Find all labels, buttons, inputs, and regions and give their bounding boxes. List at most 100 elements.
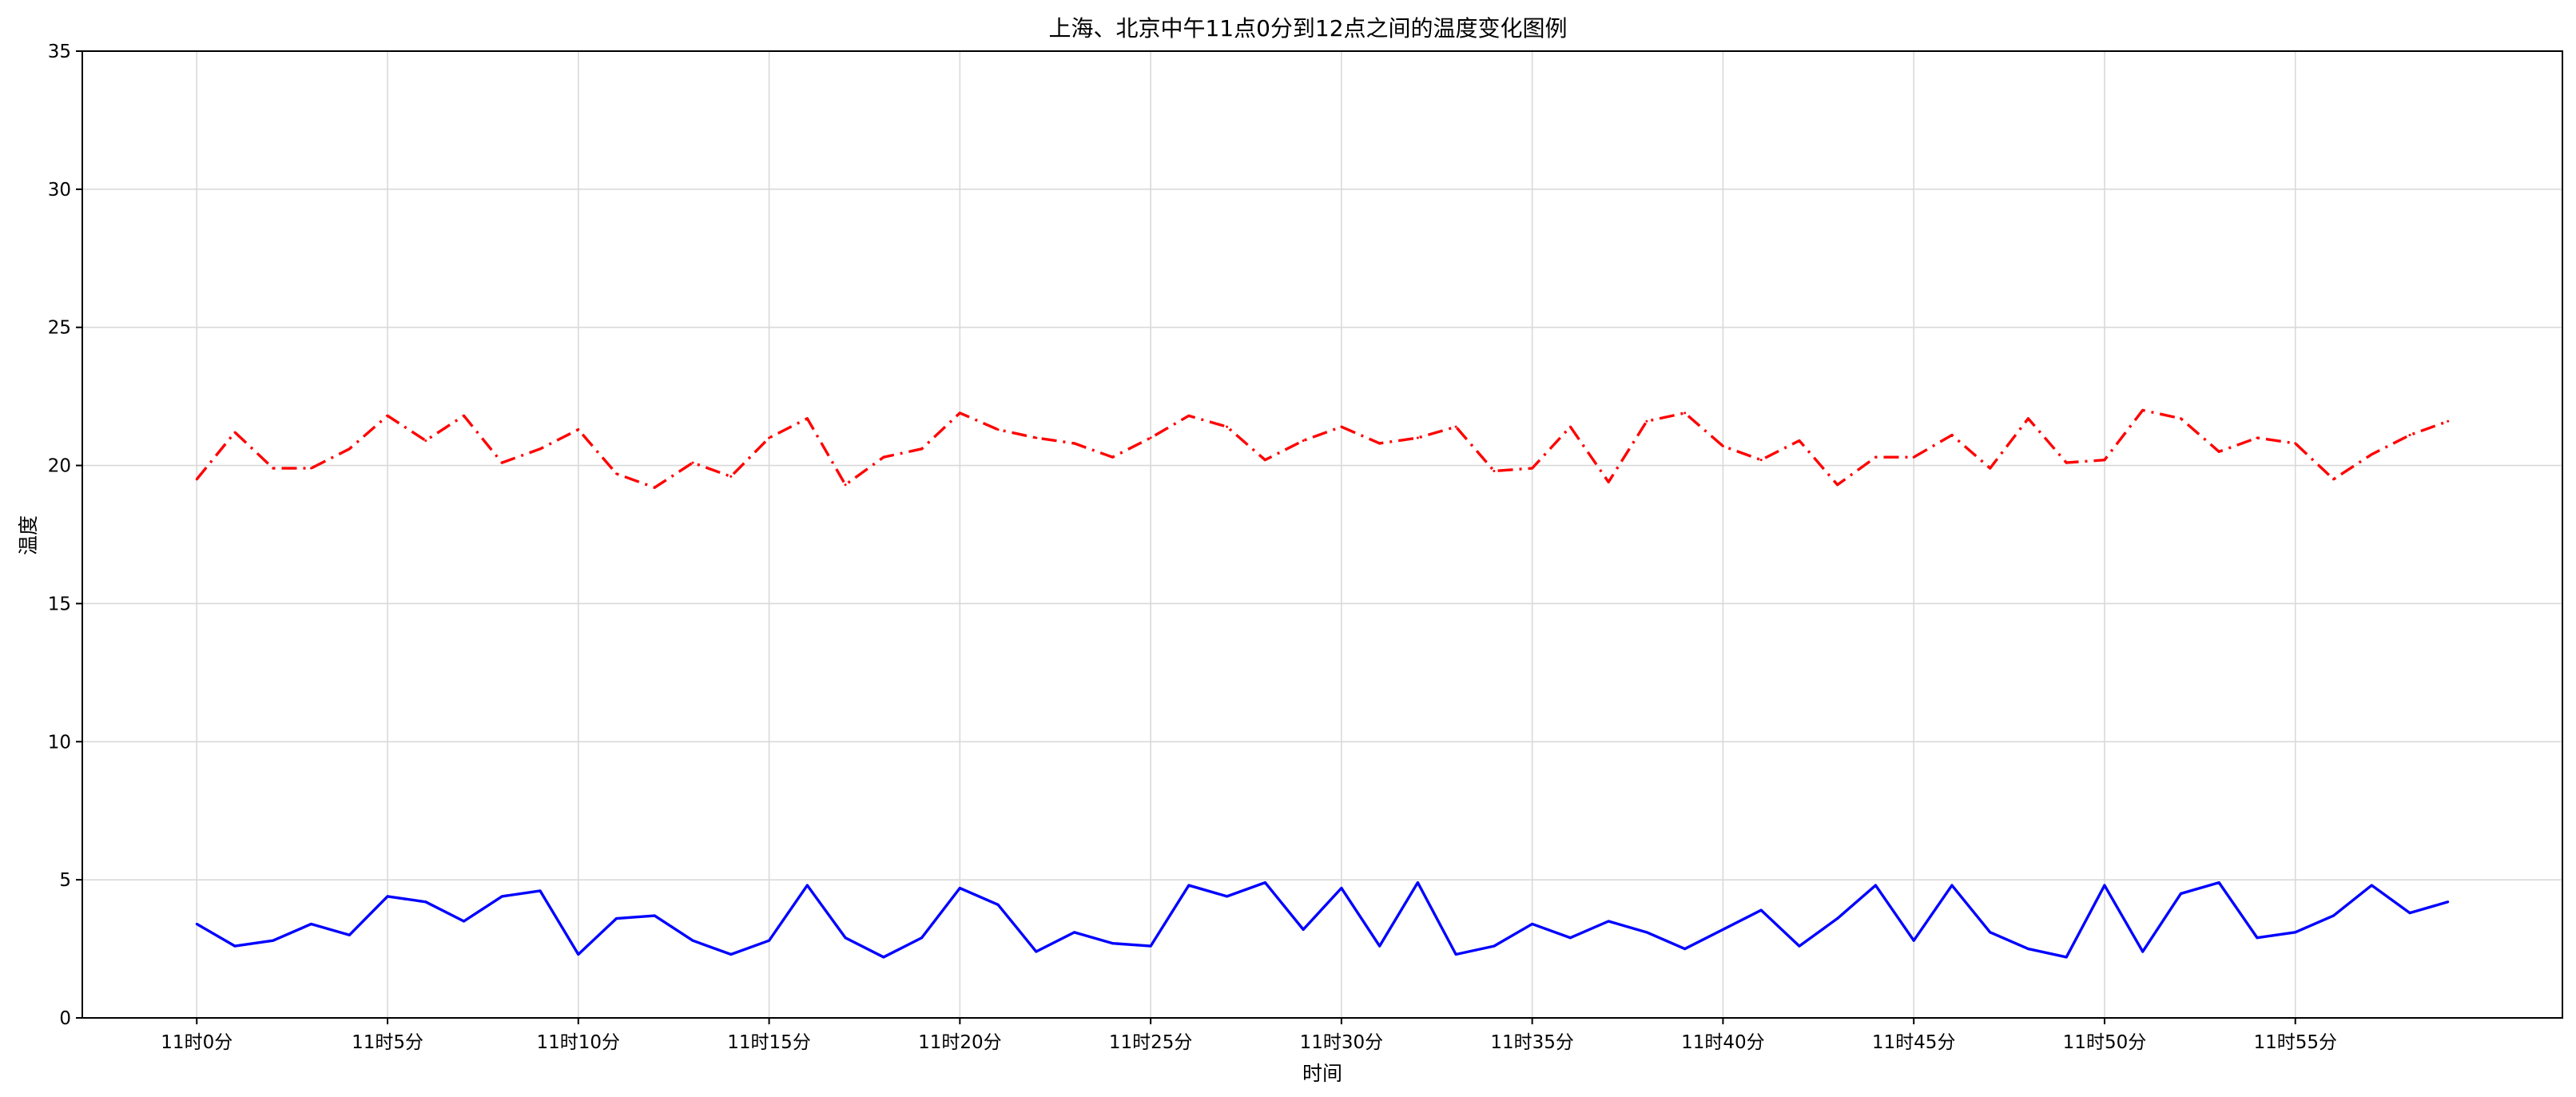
data-point [1645,419,1648,423]
x-tick-label: 11时15分 [727,1032,811,1053]
data-point [882,956,885,959]
data-point [691,461,694,464]
data-point [2370,884,2373,887]
plot-frame [81,50,2563,1019]
data-point [577,952,580,956]
data-point [1035,436,1038,439]
data-point [424,439,427,442]
data-point [1226,425,1229,428]
axis-ticks: 0 5 10 15 20 25 30 35 11时0分 11时5分 11时10分 11时15分 11时2… [48,42,2337,1053]
data-point [1073,931,1076,934]
chart-title: 上海、北京中午11点0分到12点之间的温度变化图例 [1048,15,1567,42]
data-point [2217,881,2220,884]
y-tick-label: 15 [48,594,71,614]
data-point [1493,944,1496,948]
data-point [2370,453,2373,456]
data-point [1531,467,1534,470]
data-point [1035,950,1038,953]
data-point [348,933,351,936]
data-point [2026,417,2029,420]
data-point [1149,436,1152,439]
series-lines [195,408,2450,959]
data-point [1454,952,1457,956]
x-tick-label: 11时45分 [1872,1032,1956,1053]
data-point [310,467,313,470]
data-point [653,914,656,917]
data-point [2065,956,2068,959]
data-point [2065,461,2068,464]
data-point [2179,417,2182,420]
data-point [1302,439,1305,442]
data-point [958,887,961,890]
data-point [1989,931,1992,934]
data-point [2294,931,2297,934]
x-tick-label: 11时40分 [1681,1032,1765,1053]
y-tick-label: 0 [59,1008,71,1029]
y-tick-label: 30 [48,180,71,201]
data-point [386,414,389,417]
x-tick-label: 11时10分 [537,1032,621,1053]
data-point [1111,942,1114,945]
data-point [1950,884,1954,887]
x-tick-label: 11时25分 [1109,1032,1193,1053]
data-point [1263,459,1266,462]
data-point [1912,939,1915,942]
data-point [1073,442,1076,445]
data-point [2294,442,2297,445]
data-point [2256,936,2259,940]
data-point [2408,912,2411,915]
grid-lines [82,50,2562,1019]
data-point [729,952,733,956]
data-point [1645,931,1648,934]
y-tick-label: 35 [48,42,71,62]
x-axis-label: 时间 [1302,1062,1342,1085]
data-point [1340,425,1343,428]
data-point [2332,914,2335,917]
data-point [463,920,466,923]
data-point [233,944,237,948]
data-point [958,411,961,415]
data-point [768,939,771,942]
data-point [310,922,313,925]
data-point [2103,459,2106,462]
data-point [920,936,924,940]
data-point [539,447,542,451]
x-tick-label: 11时5分 [352,1032,423,1053]
data-point [1378,944,1381,948]
data-point [1759,459,1763,462]
data-point [1568,425,1572,428]
data-point [1187,414,1191,417]
data-point [805,417,809,420]
data-point [1684,948,1687,951]
data-point [2026,948,2029,951]
data-point [1721,928,1724,931]
data-point [386,895,389,898]
x-tick-label: 11时0分 [161,1032,233,1053]
y-tick-label: 5 [59,870,71,891]
data-point [1149,944,1152,948]
data-point [463,414,466,417]
data-point [2408,434,2411,437]
data-point [729,475,733,478]
data-point [805,884,809,887]
data-point [1684,411,1687,415]
data-point [424,900,427,904]
data-point [844,936,847,940]
data-point [2332,478,2335,481]
data-point [1721,444,1724,447]
data-point [348,447,351,451]
data-point [768,436,771,439]
data-point [996,903,1000,906]
data-point [1340,887,1343,890]
y-tick-label: 10 [48,732,71,753]
data-point [1378,442,1381,445]
x-tick-label: 11时50分 [2063,1032,2147,1053]
series-line-1 [195,408,2449,489]
data-point [1568,936,1572,940]
data-point [1759,908,1763,912]
data-point [1111,455,1114,459]
data-point [1607,920,1610,923]
data-point [1798,439,1801,442]
data-point [1416,436,1419,439]
